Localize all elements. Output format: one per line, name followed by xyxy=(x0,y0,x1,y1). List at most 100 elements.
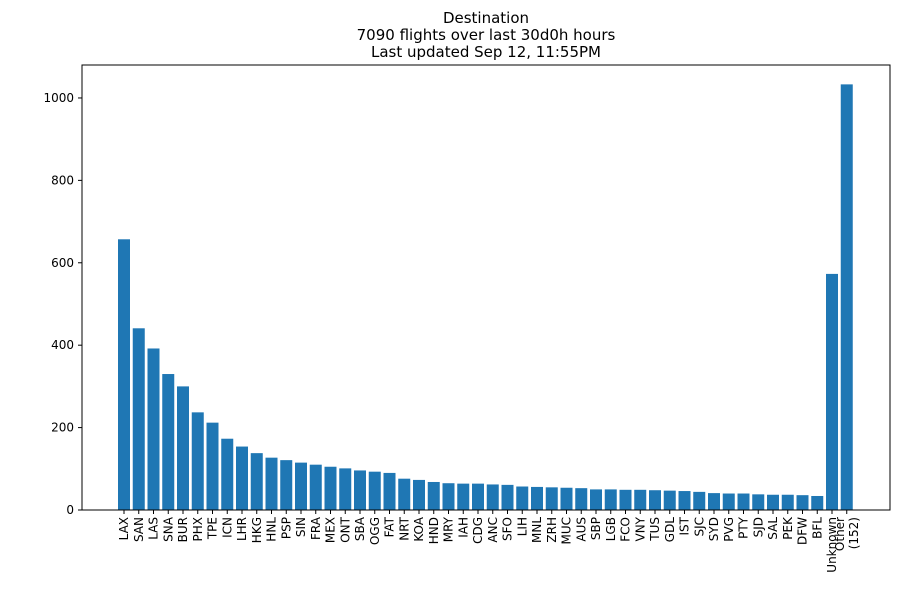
bar-anc xyxy=(486,484,499,510)
bar-lhr xyxy=(236,446,248,510)
bar-hnd xyxy=(427,481,440,510)
bar-muc xyxy=(560,487,573,510)
title-line-3: Last updated Sep 12, 11:55PM xyxy=(371,43,601,61)
chart-title: Destination 7090 flights over last 30d0h… xyxy=(357,9,616,61)
x-tick-label: DFW xyxy=(796,517,810,545)
x-tick-label: LIH xyxy=(515,517,529,536)
bar-bur xyxy=(177,386,189,510)
bar-iah xyxy=(457,483,470,510)
x-tick-label: MEX xyxy=(324,517,338,543)
bar-syd xyxy=(708,493,720,510)
y-tick-label: 1000 xyxy=(43,91,74,105)
x-tick-label: SYD xyxy=(707,517,721,541)
bar-sna xyxy=(162,374,175,510)
bar-pek xyxy=(781,494,794,510)
x-tick-label: SJC xyxy=(692,517,706,537)
y-tick-label: 400 xyxy=(51,338,74,352)
bar-sba xyxy=(354,470,366,510)
bar-lgb xyxy=(604,489,617,510)
bar-sin xyxy=(295,462,307,510)
x-tick-label: FAT xyxy=(383,516,397,537)
x-tick-label: LAX xyxy=(117,517,131,540)
bar-vny xyxy=(634,489,647,510)
x-tick-label: PTY xyxy=(737,516,751,539)
x-tick-label: PHX xyxy=(191,517,205,541)
bar-mry xyxy=(442,483,455,510)
x-tick-label: BFL xyxy=(810,517,824,539)
bar-nrt xyxy=(398,478,411,510)
x-tick-label: LGB xyxy=(604,517,618,541)
x-axis: LAX SAN LAS SNA BUR PHX TPE ICN LHR HKG HNL PSP SIN F… xyxy=(117,510,861,573)
bar-sal xyxy=(767,494,779,510)
x-tick-label: HND xyxy=(427,517,441,544)
x-tick-label: FCO xyxy=(619,517,633,542)
x-tick-label: TUS xyxy=(648,517,662,542)
x-tick-label: TPE xyxy=(206,517,220,540)
x-tick-label: LHR xyxy=(235,517,249,541)
x-tick-label: NRT xyxy=(397,516,411,540)
x-tick-label: MNL xyxy=(530,517,544,543)
bar-sjd xyxy=(752,494,765,510)
bar-phx xyxy=(191,412,204,510)
bar-psp xyxy=(280,460,293,510)
bar-sfo xyxy=(501,484,514,510)
x-tick-label: IST xyxy=(678,516,692,535)
bar-tus xyxy=(649,490,661,510)
y-tick-label: 0 xyxy=(66,503,74,517)
bar-lih xyxy=(516,486,529,510)
x-tick-label: SFO xyxy=(501,517,515,541)
y-tick-label: 800 xyxy=(51,173,74,187)
x-tick-label: PVG xyxy=(722,517,736,542)
y-tick-label: 200 xyxy=(51,421,74,435)
x-tick-label: ICN xyxy=(220,517,234,538)
bars-group xyxy=(118,84,853,511)
bar-tpe xyxy=(206,422,219,510)
x-tick-label: ANC xyxy=(486,517,500,543)
bar-pty xyxy=(737,493,750,510)
x-tick-label: AUS xyxy=(574,517,588,542)
x-tick-label: GDL xyxy=(663,517,677,543)
bar-fat xyxy=(383,472,396,510)
x-tick-label: MRY xyxy=(442,516,456,542)
bar-other xyxy=(840,84,853,511)
x-tick-label: PSP xyxy=(279,517,293,539)
x-tick-label: SBP xyxy=(589,517,603,540)
x-tick-label: Other(152) xyxy=(833,517,861,551)
bar-hnl xyxy=(265,457,278,510)
x-tick-label: FRA xyxy=(309,516,323,540)
x-tick-label: Unknown xyxy=(825,517,839,573)
title-line-2: 7090 flights over last 30d0h hours xyxy=(357,26,616,44)
x-tick-label: HKG xyxy=(250,517,264,543)
x-tick-label: SJD xyxy=(751,517,765,537)
x-tick-label: IAH xyxy=(456,517,470,538)
bar-unknown xyxy=(826,273,838,510)
bar-las xyxy=(147,348,160,510)
bar-sbp xyxy=(590,489,602,510)
bar-koa xyxy=(413,479,425,510)
bar-lax xyxy=(118,239,130,511)
x-tick-label: VNY xyxy=(633,516,647,541)
x-tick-label: MUC xyxy=(560,517,574,545)
bar-aus xyxy=(575,488,588,510)
x-tick-label: PEK xyxy=(781,516,795,540)
bar-mnl xyxy=(531,486,543,510)
x-tick-label: SAN xyxy=(132,517,146,542)
x-tick-label: BUR xyxy=(176,517,190,542)
bar-zrh xyxy=(545,487,558,510)
bar-fra xyxy=(309,464,322,510)
bar-gdl xyxy=(663,490,676,510)
bar-icn xyxy=(221,438,234,510)
x-tick-label: ONT xyxy=(338,516,352,542)
bar-fco xyxy=(619,489,632,510)
x-tick-label: SIN xyxy=(294,517,308,537)
bar-ont xyxy=(339,468,352,510)
bar-sjc xyxy=(693,491,706,510)
y-axis: 0 200 400 600 800 1000 xyxy=(43,91,82,517)
x-tick-label: LAS xyxy=(147,517,161,540)
plot-frame xyxy=(81,64,891,511)
x-tick-label: OGG xyxy=(368,517,382,545)
x-tick-label: KOA xyxy=(412,516,426,541)
bar-mex xyxy=(324,466,337,510)
bar-ogg xyxy=(368,471,381,510)
